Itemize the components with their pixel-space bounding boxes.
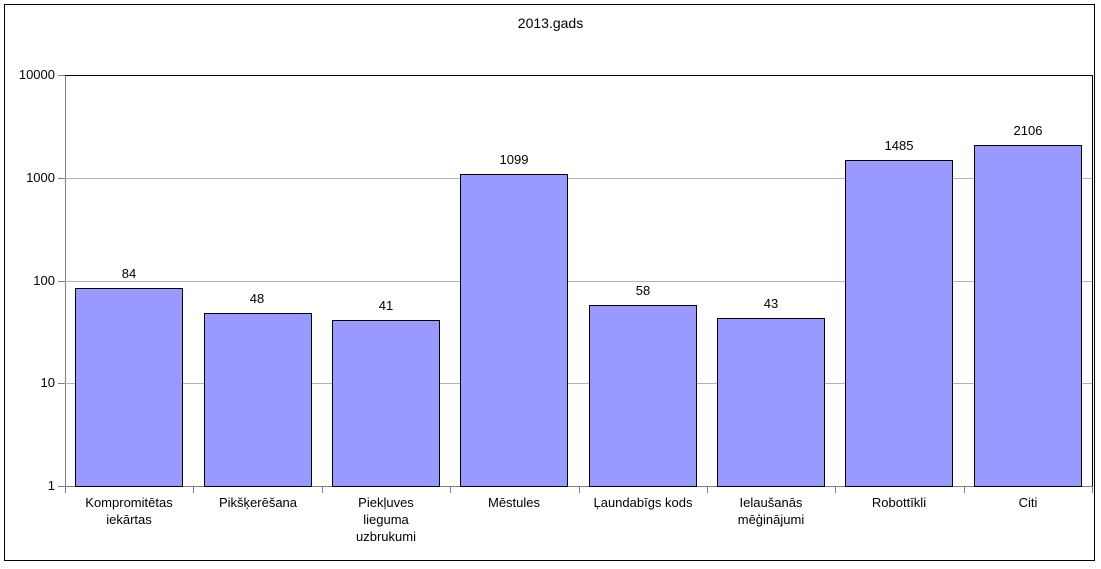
category-label: Robottīkli xyxy=(839,494,959,511)
bar xyxy=(845,160,953,487)
value-label: 2106 xyxy=(1013,123,1043,138)
chart-title: 2013.gads xyxy=(517,15,584,31)
y-tick-label: 10000 xyxy=(18,67,55,82)
x-axis-tick xyxy=(450,486,451,493)
chart-border-frame xyxy=(4,4,1095,561)
category-label-line: Piekļuves xyxy=(358,495,414,510)
x-axis-tick xyxy=(65,486,66,493)
category-label: Kompromitētas iekārtas xyxy=(69,494,189,528)
category-label: Ļaundabīgs kods xyxy=(583,494,703,511)
gridline xyxy=(65,383,1092,384)
category-label-line: Ļaundabīgs kods xyxy=(593,495,693,510)
value-label: 48 xyxy=(249,291,265,306)
category-label: Pikšķerēšana xyxy=(198,494,318,511)
gridline xyxy=(65,281,1092,282)
category-label-line: Mēstules xyxy=(487,495,541,510)
y-tick-label: 10 xyxy=(40,375,55,390)
bar xyxy=(717,318,825,487)
x-axis-tick xyxy=(964,486,965,493)
category-label-line: Pikšķerēšana xyxy=(218,495,298,510)
category-label-line: uzbrukumi xyxy=(356,529,416,544)
value-label: 41 xyxy=(378,298,394,313)
y-axis-tick xyxy=(58,75,65,76)
value-label: 43 xyxy=(763,296,779,311)
category-label-line: lieguma xyxy=(363,512,409,527)
y-axis-tick xyxy=(58,486,65,487)
value-label: 1099 xyxy=(499,152,529,167)
bar xyxy=(589,305,697,487)
y-axis-tick xyxy=(58,383,65,384)
category-label-line: iekārtas xyxy=(106,512,152,527)
category-label: Mēstules xyxy=(454,494,574,511)
category-label: Ielaušanās mēģinājumi xyxy=(711,494,831,528)
value-label: 84 xyxy=(121,266,137,281)
category-label-line: Citi xyxy=(1018,495,1038,510)
x-axis-tick xyxy=(322,486,323,493)
category-label: Citi xyxy=(968,494,1088,511)
bar xyxy=(75,288,183,487)
value-label: 58 xyxy=(635,283,651,298)
x-axis-tick xyxy=(579,486,580,493)
category-label-line: Kompromitētas xyxy=(85,495,173,510)
bar xyxy=(974,145,1082,487)
category-label-line: mēģinājumi xyxy=(737,512,805,527)
y-axis-tick xyxy=(58,281,65,282)
category-label-line: Ielaušanās xyxy=(739,495,803,510)
y-axis-tick xyxy=(58,178,65,179)
category-label: Piekļuves lieguma uzbrukumi xyxy=(326,494,446,545)
category-label-line: Robottīkli xyxy=(871,495,927,510)
y-tick-label: 100 xyxy=(33,273,55,288)
y-tick-label: 1 xyxy=(47,478,55,493)
value-label: 1485 xyxy=(884,138,914,153)
y-tick-label: 1000 xyxy=(26,170,55,185)
x-axis-tick xyxy=(193,486,194,493)
x-axis-tick xyxy=(1092,486,1093,493)
bar xyxy=(332,320,440,487)
bar xyxy=(460,174,568,487)
bar xyxy=(204,313,312,487)
gridline xyxy=(65,178,1092,179)
x-axis-tick xyxy=(835,486,836,493)
x-axis-tick xyxy=(707,486,708,493)
